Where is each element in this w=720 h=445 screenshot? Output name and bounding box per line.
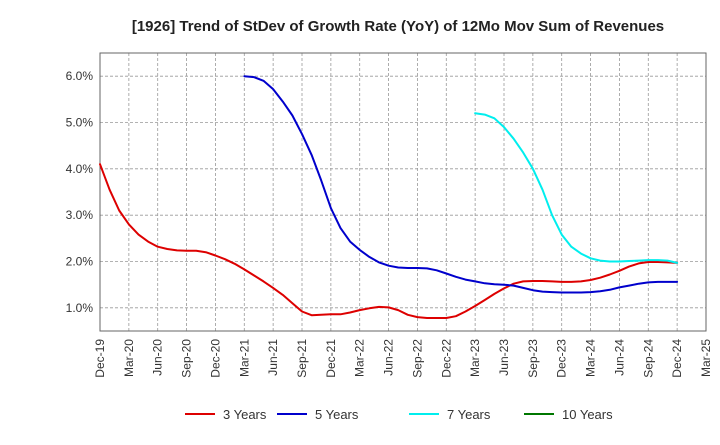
x-tick-label: Jun-24 bbox=[612, 339, 626, 376]
legend-label: 3 Years bbox=[223, 407, 267, 422]
legend-label: 10 Years bbox=[562, 407, 613, 422]
x-tick-label: Jun-20 bbox=[151, 339, 165, 376]
x-tick-label: Sep-24 bbox=[641, 339, 655, 378]
y-tick-label: 1.0% bbox=[66, 301, 94, 315]
y-tick-label: 6.0% bbox=[66, 69, 94, 83]
x-tick-label: Dec-19 bbox=[93, 339, 107, 378]
series-lines bbox=[99, 75, 679, 319]
legend: 3 Years 5 Years 7 Years 10 Years bbox=[185, 407, 613, 422]
y-tick-label: 3.0% bbox=[66, 208, 94, 222]
x-tick-label: Mar-21 bbox=[237, 339, 251, 377]
y-tick-label: 4.0% bbox=[66, 162, 94, 176]
x-tick-label: Mar-24 bbox=[584, 339, 598, 377]
y-tick-label: 5.0% bbox=[66, 116, 94, 130]
x-tick-label: Mar-25 bbox=[699, 339, 713, 377]
grid bbox=[100, 53, 706, 331]
x-axis-ticks: Dec-19 Mar-20 Jun-20 Sep-20 Dec-20 Mar-21 Jun-… bbox=[93, 339, 713, 378]
x-tick-label: Sep-22 bbox=[410, 339, 424, 378]
x-tick-label: Dec-21 bbox=[324, 339, 338, 378]
x-tick-label: Dec-23 bbox=[555, 339, 569, 378]
series-line-3-years bbox=[99, 163, 679, 319]
legend-label: 5 Years bbox=[315, 407, 359, 422]
x-tick-label: Dec-20 bbox=[208, 339, 222, 378]
plot-area-frame bbox=[99, 52, 707, 332]
series-line-7-years bbox=[474, 112, 679, 264]
x-tick-label: Jun-22 bbox=[382, 339, 396, 376]
legend-label: 7 Years bbox=[447, 407, 491, 422]
x-tick-label: Mar-22 bbox=[353, 339, 367, 377]
y-axis-ticks: 1.0% 2.0% 3.0% 4.0% 5.0% 6.0% bbox=[66, 69, 94, 315]
x-tick-label: Jun-23 bbox=[497, 339, 511, 376]
x-tick-label: Dec-24 bbox=[670, 339, 684, 378]
x-tick-label: Mar-23 bbox=[468, 339, 482, 377]
x-tick-label: Sep-23 bbox=[526, 339, 540, 378]
x-tick-label: Sep-21 bbox=[295, 339, 309, 378]
chart-title: [1926] Trend of StDev of Growth Rate (Yo… bbox=[132, 18, 664, 35]
x-tick-label: Mar-20 bbox=[122, 339, 136, 377]
x-tick-label: Sep-20 bbox=[180, 339, 194, 378]
x-tick-label: Dec-22 bbox=[439, 339, 453, 378]
series-line-5-years bbox=[243, 75, 679, 294]
y-tick-label: 2.0% bbox=[66, 255, 94, 269]
x-tick-label: Jun-21 bbox=[266, 339, 280, 376]
